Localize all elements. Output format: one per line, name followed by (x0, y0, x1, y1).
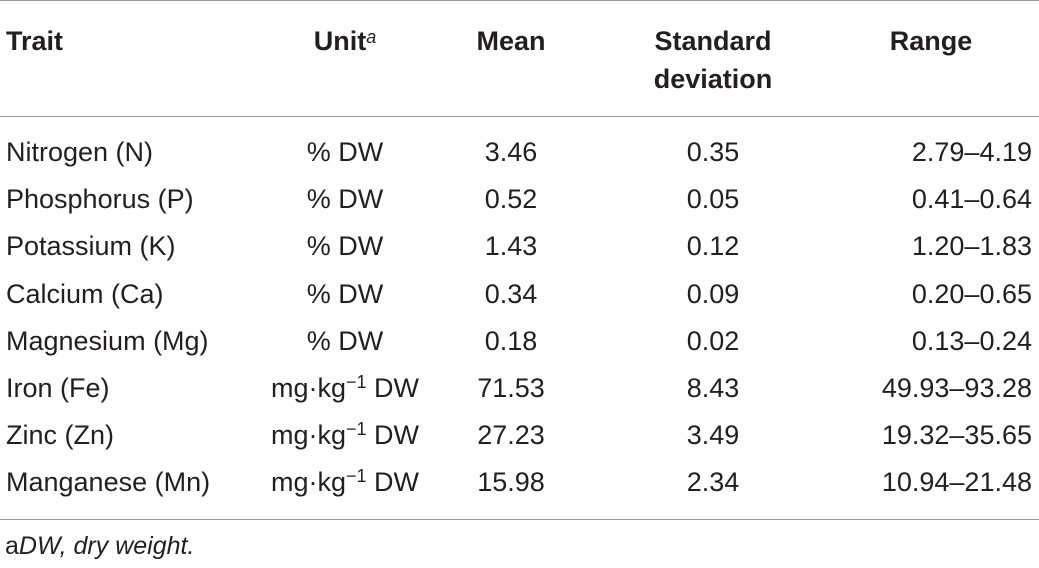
cell-sd: 0.35 (686, 137, 740, 167)
header-unit-label: Unit (313, 26, 367, 56)
cell-range: 49.93–93.28 (881, 373, 1032, 403)
header-range: Range (889, 26, 973, 56)
cell-mean: 0.52 (484, 184, 538, 214)
cell-unit-exponent: −1 (346, 466, 367, 486)
cell-unit-base: % DW (306, 184, 384, 214)
cell-trait: Phosphorus (P) (6, 184, 194, 214)
cell-range: 0.13–0.24 (911, 326, 1032, 356)
table-bottom-rule (0, 519, 1039, 520)
cell-trait: Calcium (Ca) (6, 279, 164, 309)
table-header-rule (0, 116, 1039, 117)
cell-unit-base: mg·kg (270, 420, 346, 450)
cell-unit-base: % DW (306, 231, 384, 261)
cell-mean: 1.43 (484, 231, 538, 261)
cell-range: 0.20–0.65 (911, 279, 1032, 309)
cell-unit: % DW (240, 136, 450, 168)
cell-mean: 0.18 (484, 326, 538, 356)
cell-range: 2.79–4.19 (911, 137, 1032, 167)
cell-mean: 15.98 (477, 467, 545, 497)
cell-sd: 0.12 (686, 231, 740, 261)
cell-unit-base: % DW (306, 326, 384, 356)
cell-sd: 0.09 (686, 279, 740, 309)
table-footnote: aDW, dry weight. (5, 530, 194, 562)
header-sd-line1: Standard (654, 26, 772, 56)
cell-range: 10.94–21.48 (881, 467, 1032, 497)
cell-unit: mg·kg−1 DW (240, 372, 450, 404)
cell-unit-suffix: DW (366, 420, 420, 450)
header-sd-line2: deviation (653, 64, 773, 94)
cell-trait: Magnesium (Mg) (6, 326, 209, 356)
header-unit-footnote-mark: a (366, 27, 377, 47)
header-unit: Unita (240, 22, 450, 60)
cell-range: 19.32–35.65 (881, 420, 1032, 450)
cell-sd: 2.34 (686, 467, 740, 497)
cell-unit: % DW (240, 325, 450, 357)
cell-range: 1.20–1.83 (911, 231, 1032, 261)
cell-trait: Iron (Fe) (6, 373, 110, 403)
cell-unit-exponent: −1 (346, 419, 367, 439)
footnote-mark: a (5, 532, 19, 560)
cell-unit-suffix: DW (366, 467, 420, 497)
cell-unit-exponent: −1 (346, 372, 367, 392)
cell-sd: 3.49 (686, 420, 740, 450)
cell-unit: mg·kg−1 DW (240, 419, 450, 451)
cell-sd: 0.02 (686, 326, 740, 356)
cell-mean: 0.34 (484, 279, 538, 309)
footnote-text: DW, dry weight. (18, 532, 195, 560)
cell-unit: % DW (240, 278, 450, 310)
header-mean: Mean (476, 26, 546, 56)
header-trait: Trait (6, 26, 64, 56)
cell-sd: 0.05 (686, 184, 740, 214)
cell-unit: % DW (240, 230, 450, 262)
cell-trait: Manganese (Mn) (6, 467, 211, 497)
cell-mean: 27.23 (477, 420, 545, 450)
cell-trait: Nitrogen (N) (6, 137, 154, 167)
cell-trait: Zinc (Zn) (6, 420, 114, 450)
cell-mean: 71.53 (477, 373, 545, 403)
cell-range: 0.41–0.64 (911, 184, 1032, 214)
cell-unit-suffix: DW (366, 373, 420, 403)
cell-unit-base: % DW (306, 279, 384, 309)
cell-trait: Potassium (K) (6, 231, 176, 261)
cell-unit: mg·kg−1 DW (240, 466, 450, 498)
cell-mean: 3.46 (484, 137, 538, 167)
cell-unit-base: mg·kg (270, 467, 346, 497)
cell-unit: % DW (240, 183, 450, 215)
cell-sd: 8.43 (686, 373, 740, 403)
cell-unit-base: mg·kg (270, 373, 346, 403)
cell-unit-base: % DW (306, 137, 384, 167)
table-top-rule (0, 0, 1039, 1)
